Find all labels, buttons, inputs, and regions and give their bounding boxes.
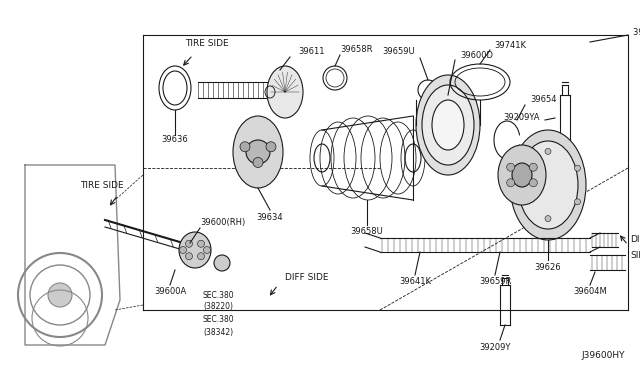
Text: SIDE: SIDE <box>630 250 640 260</box>
Text: 39654: 39654 <box>530 96 557 105</box>
Text: 39636: 39636 <box>162 135 188 144</box>
Text: 39626: 39626 <box>534 263 561 273</box>
Text: SEC.380: SEC.380 <box>202 291 234 299</box>
Ellipse shape <box>510 130 586 240</box>
Text: 39741K: 39741K <box>494 42 526 51</box>
Circle shape <box>545 216 551 222</box>
Text: 39600A: 39600A <box>154 288 186 296</box>
Ellipse shape <box>432 100 464 150</box>
Circle shape <box>507 163 515 171</box>
Ellipse shape <box>512 163 532 187</box>
Text: 39634: 39634 <box>257 214 284 222</box>
Circle shape <box>179 247 186 253</box>
Ellipse shape <box>267 66 303 118</box>
Circle shape <box>545 148 551 154</box>
Circle shape <box>575 199 580 205</box>
Text: (38220): (38220) <box>203 302 233 311</box>
Text: 39658R: 39658R <box>340 45 372 55</box>
Text: TIRE SIDE: TIRE SIDE <box>185 38 228 48</box>
Ellipse shape <box>422 85 474 165</box>
Circle shape <box>253 157 263 167</box>
Text: 39641K: 39641K <box>399 278 431 286</box>
Text: 39209Y: 39209Y <box>479 343 511 353</box>
Text: 39658U: 39658U <box>351 228 383 237</box>
Circle shape <box>266 142 276 152</box>
Text: J39600HY: J39600HY <box>582 351 625 360</box>
Circle shape <box>198 240 205 247</box>
Circle shape <box>529 163 538 171</box>
Text: 39600 (RH): 39600 (RH) <box>633 29 640 38</box>
Circle shape <box>575 165 580 171</box>
Text: 39600(RH): 39600(RH) <box>200 218 245 227</box>
Circle shape <box>507 179 515 187</box>
Circle shape <box>516 199 522 205</box>
Text: SEC.380: SEC.380 <box>202 315 234 324</box>
Text: TIRE SIDE: TIRE SIDE <box>80 180 124 189</box>
Circle shape <box>204 247 211 253</box>
Circle shape <box>529 179 538 187</box>
Text: DIFF SIDE: DIFF SIDE <box>285 273 328 282</box>
Text: DIFF: DIFF <box>630 235 640 244</box>
Ellipse shape <box>179 232 211 268</box>
Circle shape <box>198 253 205 260</box>
Circle shape <box>48 283 72 307</box>
Text: 39604M: 39604M <box>573 288 607 296</box>
Text: 39659U: 39659U <box>382 48 415 57</box>
Text: (38342): (38342) <box>203 327 233 337</box>
Circle shape <box>186 253 193 260</box>
Ellipse shape <box>246 140 270 164</box>
Ellipse shape <box>498 145 546 205</box>
Ellipse shape <box>416 75 480 175</box>
Ellipse shape <box>214 255 230 271</box>
Text: 39209YA: 39209YA <box>504 113 540 122</box>
Circle shape <box>240 142 250 152</box>
Ellipse shape <box>233 116 283 188</box>
Circle shape <box>516 165 522 171</box>
Circle shape <box>186 240 193 247</box>
Text: 39600D: 39600D <box>460 51 493 60</box>
Text: 39611: 39611 <box>298 48 324 57</box>
Ellipse shape <box>518 141 578 229</box>
Text: 39659R: 39659R <box>479 278 511 286</box>
